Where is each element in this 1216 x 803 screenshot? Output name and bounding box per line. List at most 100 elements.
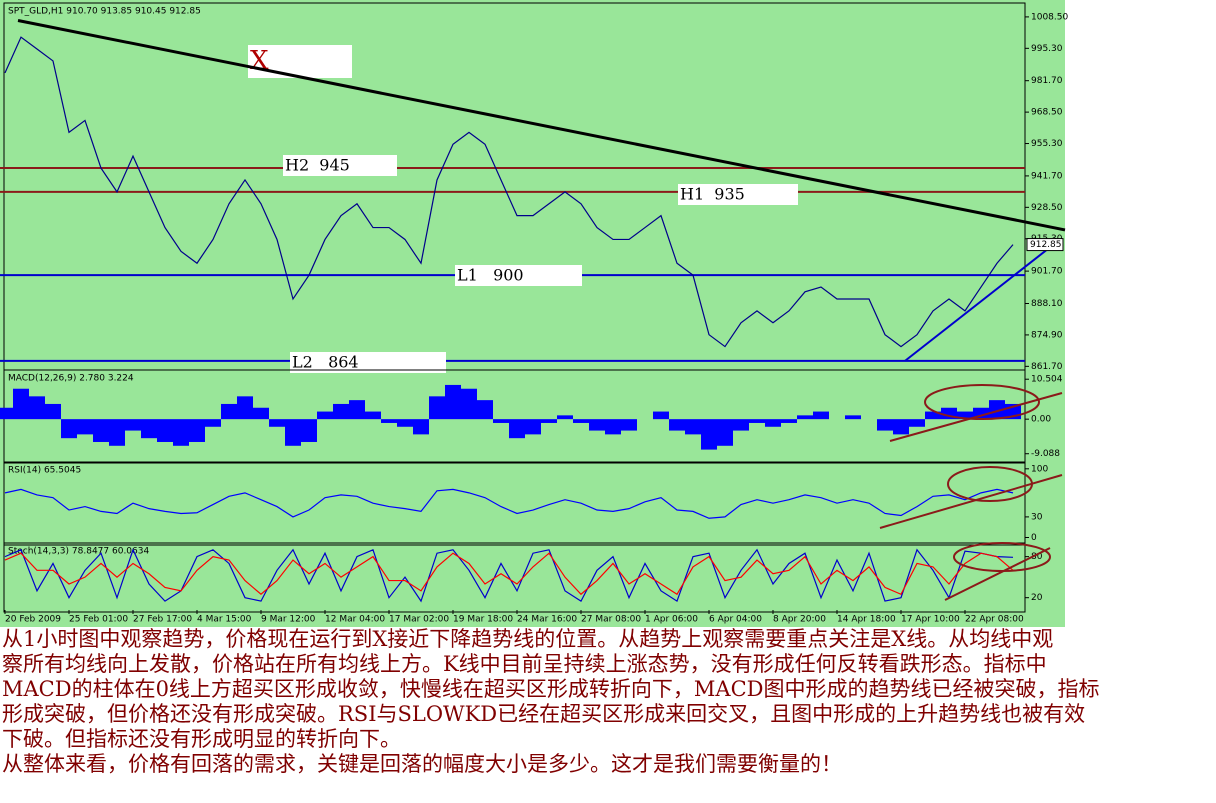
annotation-box [248,45,352,78]
macd-bar [509,419,525,439]
macd-bar [813,411,829,420]
y-tick-label: 941.70 [1031,171,1063,181]
downtrend-line [17,19,1066,232]
macd-bar [893,419,909,435]
level-label-box [283,155,397,176]
macd-bar [589,419,605,431]
last-price-label: 912.85 [1030,240,1062,250]
x-tick-label: 27 Feb 17:00 [133,615,192,625]
macd-bar [797,415,813,420]
macd-bar [765,419,781,427]
level-label-box [678,184,798,205]
macd-bar [749,419,765,423]
macd-bar [541,419,557,423]
rsi-line [4,488,1014,519]
macd-bar [237,396,253,420]
y-tick-label: 0.00 [1031,415,1051,425]
macd-bar [269,419,285,427]
macd-bar [29,396,45,420]
chart: 1008.50 995.30 981.70 968.50 955.30 941.70 928… [0,0,1068,627]
x-tick-label: 12 Mar 04:00 [325,615,385,625]
annotation-trendline [879,474,1063,529]
macd-bar [557,415,573,420]
y-tick-label: 928.50 [1031,203,1063,213]
y-tick-label: 968.50 [1031,108,1063,118]
macd-bar [925,411,941,420]
macd-bar [957,411,973,420]
y-tick-label: 30 [1031,512,1043,522]
macd-bar [973,407,989,420]
macd-bar [189,419,205,442]
macd-bar [573,419,589,423]
commentary-line: 从1小时图中观察趋势，价格现在运行到X接近下降趋势线的位置。从趋势上观察需要重点… [2,627,1054,651]
chart-background [0,0,1065,627]
x-tick-label: 6 Apr 04:00 [709,615,762,625]
x-tick-label: 4 Mar 15:00 [197,615,252,625]
y-tick-label: 80 [1031,552,1043,562]
macd-bar [45,403,61,420]
panel-frame [3,542,1026,613]
x-tick-label: 9 Mar 12:00 [261,615,316,625]
annotation-ellipse [924,384,1040,420]
x-tick-label: 8 Apr 20:00 [773,615,826,625]
macd-bar [733,419,749,431]
macd-bar [349,400,365,420]
y-tick-label: 100 [1031,464,1048,474]
x-tick-label: 14 Apr 18:00 [837,615,896,625]
stoch-line [4,552,1014,596]
y-tick-label: 861.70 [1031,362,1063,372]
panel-title: SPT_GLD,H1 910.70 913.85 910.45 912.85 [8,7,201,17]
macd-bar [669,419,685,431]
level-label: L1 900 [457,266,524,285]
macd-bar [525,419,541,435]
y-tick-label: 10.504 [1031,375,1063,385]
x-tick-label: 22 Apr 08:00 [965,615,1024,625]
macd-bar [413,419,429,435]
y-tick-label: 981.70 [1031,76,1063,86]
macd-bar [941,407,957,420]
x-tick-label: 1 Apr 06:00 [645,615,698,625]
macd-bar [877,419,893,431]
panel-title: RSI(14) 65.5045 [8,466,81,476]
macd-bar [397,419,413,427]
commentary-line: MACD的柱体在0线上方超买区形成收敛，快慢线在超买区形成转折向下，MACD图中… [2,677,1100,701]
x-tick-label: 27 Mar 08:00 [581,615,641,625]
macd-bar [93,419,109,442]
panel-title: MACD(12,26,9) 2.780 3.224 [8,374,134,384]
macd-bar [621,419,637,431]
level-label-box [290,352,446,373]
macd-bar [77,419,93,435]
level-label-box [455,265,582,286]
uptrend-line [904,238,1061,362]
macd-bar [173,419,189,446]
y-tick-label: 901.70 [1031,267,1063,277]
macd-bar [989,400,1005,420]
macd-bar [493,419,509,423]
commentary-line: 从整体来看，价格有回落的需求，关键是回落的幅度大小是多少。这才是我们需要衡量的！ [2,752,842,776]
commentary-line: 下破。但指标还没有形成明显的转折向下。 [2,727,401,751]
macd-bar [317,411,333,420]
price-line [4,36,1014,348]
macd-bar [333,403,349,420]
x-tick-label: 19 Mar 18:00 [453,615,513,625]
macd-bar [157,419,173,442]
macd-bar [701,419,717,450]
macd-bar [365,411,381,420]
macd-bar [109,419,125,446]
macd-bar [477,400,493,420]
macd-bar [781,419,797,423]
y-tick-label: -9.088 [1031,449,1060,459]
y-tick-label: 874.90 [1031,330,1063,340]
macd-bar [141,419,157,439]
y-tick-label: 995.30 [1031,44,1063,54]
macd-bar [909,419,925,427]
commentary: 从1小时图中观察趋势，价格现在运行到X接近下降趋势线的位置。从趋势上观察需要重点… [2,627,1214,777]
macd-bar [0,407,13,420]
macd-bar [845,415,861,420]
level-label: H1 935 [680,185,745,204]
commentary-line: 形成突破，但价格还没有形成突破。RSI与SLOWKD已经在超买区形成来回交叉，且… [2,702,1086,726]
macd-bar [653,411,669,420]
level-label: H2 945 [285,156,350,175]
macd-bar [221,403,237,420]
